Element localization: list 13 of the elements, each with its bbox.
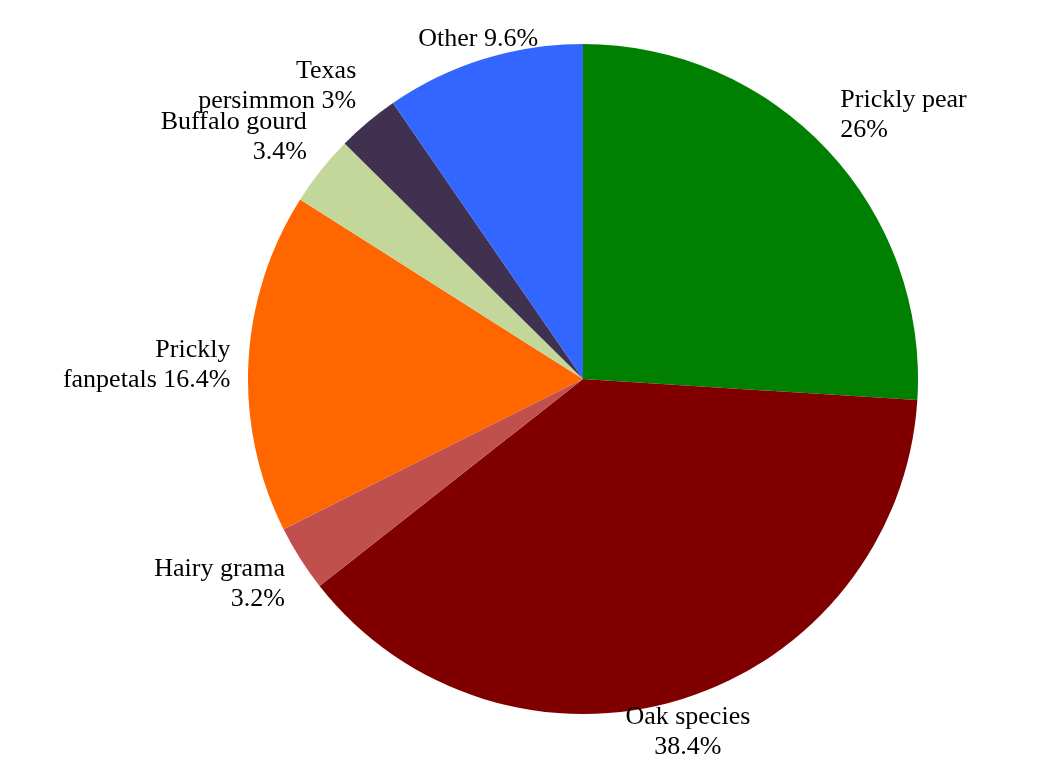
data-label: 26% [840, 114, 888, 144]
pie-slice [283, 379, 583, 586]
pie-slice [392, 44, 583, 379]
slice-label: Other 9.6% [418, 22, 539, 52]
slice-label: Hairy grama [154, 553, 286, 583]
data-label: 38.4% [654, 731, 722, 761]
pie-slice [248, 199, 583, 530]
slice-label: Prickly fanpetals 16.4% [62, 334, 231, 394]
data-label: 3.2% [230, 583, 285, 613]
slice-label: Prickly pear [840, 84, 968, 114]
pie-slice [583, 44, 918, 401]
data-label: 3.4% [252, 136, 307, 166]
slice-label: Oak species [625, 701, 751, 731]
